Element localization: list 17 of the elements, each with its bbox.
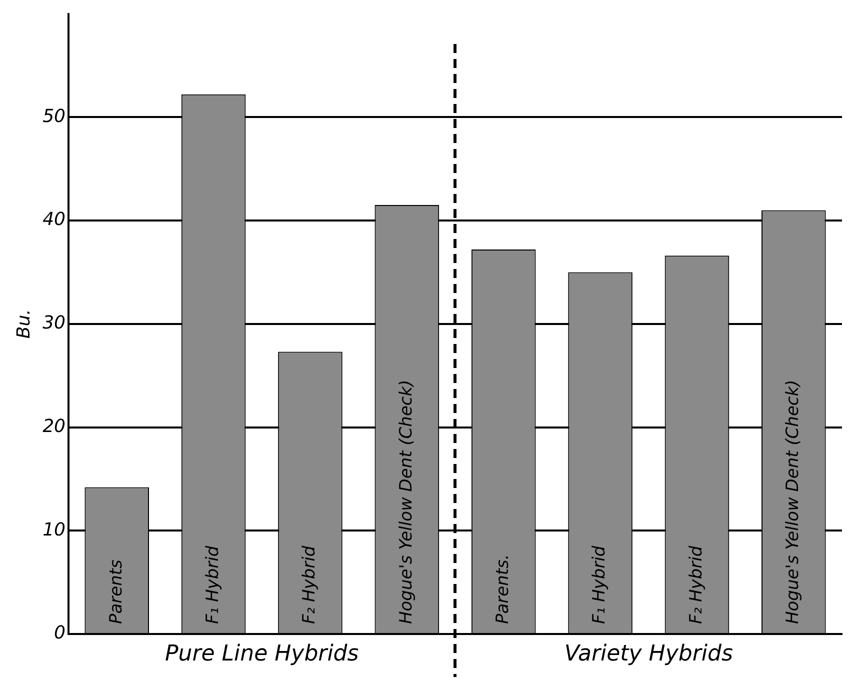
- x-tick-label: F₁ Hybrid: [590, 546, 610, 624]
- y-tick-label: 30: [42, 312, 66, 334]
- text: Pure Line Hybrids: [165, 642, 359, 667]
- text: Variety Hybrids: [564, 642, 733, 667]
- x-tick-label: F₂ Hybrid: [686, 546, 706, 624]
- y-axis-title: Bu.: [13, 309, 34, 339]
- x-tick-label: Parents.: [493, 554, 514, 624]
- x-tick-label: F₁ Hybrid: [202, 546, 223, 624]
- y-tick-label: 10: [42, 519, 66, 540]
- x-tick-label: Hogue's Yellow Dent (Check): [396, 380, 416, 624]
- y-tick-label: 20: [42, 416, 66, 437]
- x-tick-label: Parents: [106, 559, 126, 624]
- y-tick-label: 0: [54, 622, 66, 644]
- y-tick-label: 50: [42, 106, 66, 127]
- x-tick-label: F₂ Hybrid: [300, 546, 320, 624]
- x-tick-label: Hogue's Yellow Dent (Check): [783, 380, 804, 624]
- y-tick-label: 40: [42, 209, 66, 230]
